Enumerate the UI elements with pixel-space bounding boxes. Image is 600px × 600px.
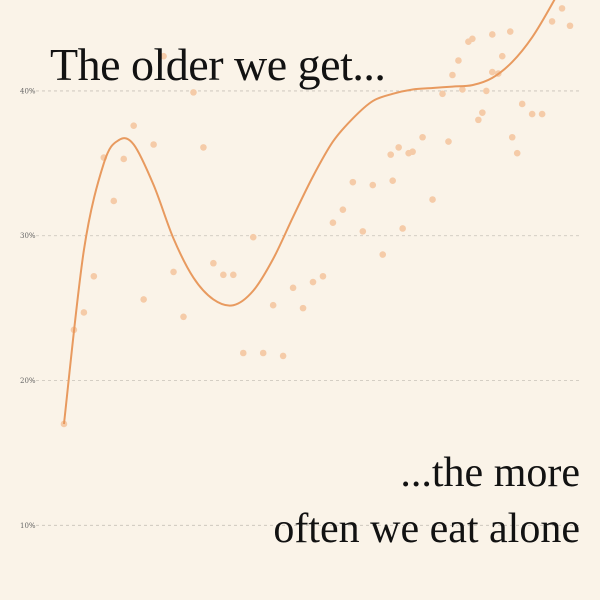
data-point-11 — [170, 268, 177, 276]
data-point-8 — [140, 296, 147, 303]
y-tick-label-0: 10% — [20, 522, 36, 530]
chart-title: The older we get... — [50, 39, 386, 90]
data-point-2 — [80, 309, 88, 316]
data-point-17 — [230, 271, 237, 279]
data-point-5 — [110, 197, 118, 205]
data-point-14 — [200, 144, 207, 151]
trend-line — [62, 0, 556, 425]
data-point-18 — [239, 349, 247, 357]
data-point-49 — [548, 18, 556, 25]
data-point-45 — [508, 133, 516, 141]
data-point-46 — [518, 100, 526, 108]
data-point-20 — [259, 349, 267, 357]
data-point-55 — [489, 31, 496, 38]
data-point-12 — [180, 313, 187, 321]
data-point-26 — [319, 272, 327, 280]
data-point-10 — [160, 52, 167, 60]
data-point-29 — [349, 178, 357, 186]
data-point-52 — [513, 149, 521, 157]
data-point-44 — [498, 52, 506, 60]
data-point-19 — [249, 233, 257, 241]
data-point-28 — [339, 206, 347, 213]
data-point-6 — [120, 155, 128, 163]
data-point-56 — [483, 87, 490, 95]
data-point-57 — [475, 116, 482, 124]
y-tick-label-1: 20% — [20, 377, 36, 385]
data-point-60 — [445, 138, 452, 145]
data-point-27 — [329, 219, 337, 226]
data-point-47 — [528, 110, 536, 118]
data-point-9 — [150, 141, 157, 148]
data-point-7 — [130, 122, 137, 129]
data-point-58 — [465, 38, 472, 45]
data-point-21 — [269, 301, 277, 309]
data-point-53 — [506, 28, 514, 35]
chart-subtitle: ...the more often we eat alone — [273, 445, 580, 557]
data-point-59 — [455, 57, 462, 64]
data-point-43 — [489, 68, 496, 76]
data-point-25 — [309, 278, 317, 286]
data-point-15 — [210, 259, 217, 267]
y-tick-labels: 10% 20% 30% 40% — [20, 87, 36, 529]
subtitle-line-2: often we eat alone — [273, 506, 580, 552]
data-point-30 — [359, 228, 367, 235]
data-point-37 — [429, 196, 436, 203]
data-point-40 — [459, 86, 466, 93]
y-tick-label-2: 30% — [20, 232, 36, 240]
data-point-23 — [289, 284, 297, 292]
data-point-22 — [279, 352, 287, 360]
data-point-3 — [90, 272, 98, 280]
data-point-24 — [299, 304, 307, 312]
data-point-31 — [369, 181, 377, 189]
data-point-13 — [190, 89, 197, 96]
data-point-51 — [566, 22, 574, 30]
data-point-38 — [439, 90, 446, 98]
subtitle-line-1: ...the more — [400, 450, 580, 496]
data-point-33 — [389, 177, 396, 184]
data-point-36 — [419, 133, 426, 141]
data-point-48 — [538, 110, 546, 118]
data-point-34 — [399, 225, 406, 232]
data-point-63 — [387, 151, 395, 158]
data-point-16 — [220, 271, 227, 279]
data-point-61 — [405, 149, 412, 157]
scatter-points — [60, 5, 574, 428]
data-point-0 — [60, 420, 68, 428]
data-point-39 — [449, 71, 456, 79]
data-point-62 — [395, 144, 402, 151]
y-tick-label-3: 40% — [20, 87, 36, 95]
data-point-32 — [379, 251, 387, 258]
data-point-42 — [479, 109, 486, 116]
data-point-50 — [558, 5, 566, 12]
